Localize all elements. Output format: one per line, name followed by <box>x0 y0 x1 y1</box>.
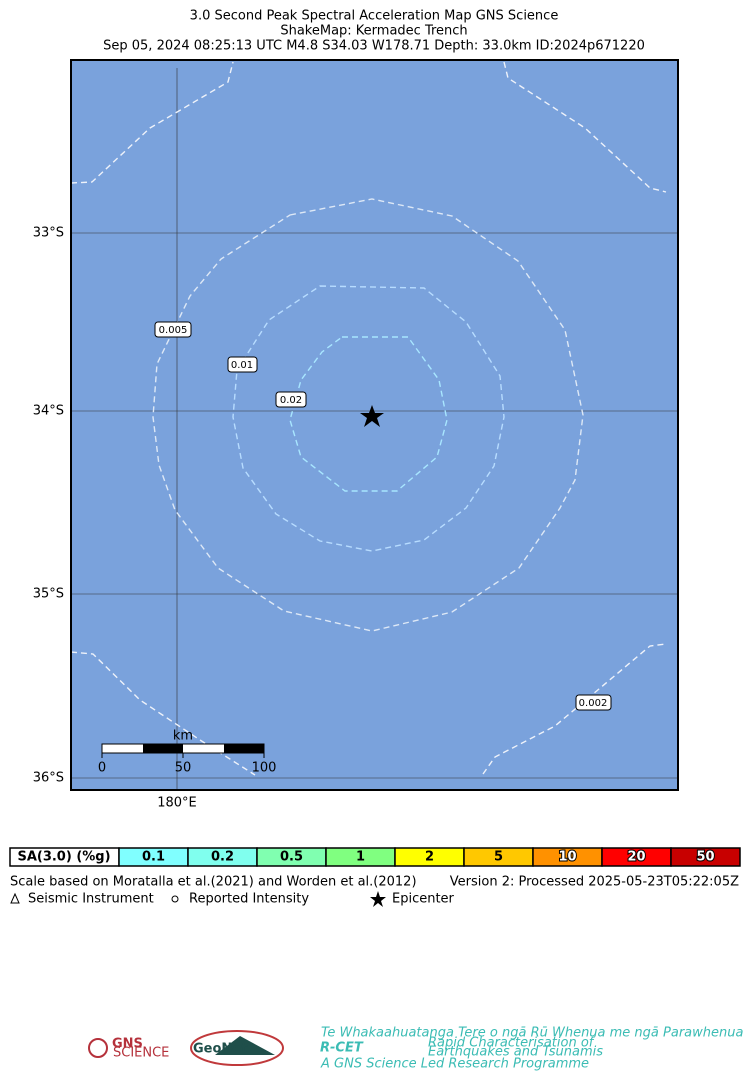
contour-labels: 0.005 0.01 0.02 0.002 <box>154 321 612 711</box>
contour-label: 0.02 <box>280 395 302 406</box>
geonet-logo: GeoNet <box>193 1042 247 1057</box>
lat-label: 35°S <box>33 587 64 602</box>
contour-label: 0.01 <box>231 360 253 371</box>
contour-label: 0.002 <box>579 698 608 709</box>
symbol-label: Epicenter <box>392 892 455 907</box>
map-frame <box>70 59 679 791</box>
logos: GNS SCIENCE GeoNet Te Whakaahuatanga Ter… <box>88 1026 743 1072</box>
legend-header: SA(3.0) (%g) <box>17 850 110 865</box>
rcet-bottom: A GNS Science Led Research Programme <box>320 1057 589 1072</box>
symbol-label: Reported Intensity <box>189 892 309 907</box>
legend-label: 5 <box>494 850 503 865</box>
legend-cell <box>670 847 741 867</box>
scale-label: 50 <box>175 761 192 776</box>
map-area <box>71 60 678 790</box>
version-note: Version 2: Processed 2025-05-23T05:22:05… <box>450 875 739 890</box>
lon-label: 180°E <box>157 796 197 811</box>
gns-sub: SCIENCE <box>113 1046 169 1061</box>
lat-label: 34°S <box>33 404 64 419</box>
lat-label: 36°S <box>33 771 64 786</box>
rcet-logo: R-CET <box>320 1041 364 1056</box>
legend-label: 0.5 <box>280 850 303 865</box>
graticule <box>71 68 678 790</box>
subtitle: ShakeMap: Kermadec Trench <box>280 24 467 39</box>
epicenter <box>360 405 384 427</box>
scale-unit: km <box>173 729 193 744</box>
scale-bar: km 0 50 100 <box>98 729 277 776</box>
legend-label: 50 <box>696 850 714 865</box>
epicenter-symbol <box>370 891 386 907</box>
intensity-legend: SA(3.0) (%g) 0.1 0.2 0.5 1 2 5 10 20 50 <box>9 847 741 867</box>
legend-label: 1 <box>356 850 365 865</box>
rcet-side: Rapid Characterisation of <box>428 1036 596 1051</box>
rcet-top: Te Whakaahuatanga Tere o ngā Rū Whenua m… <box>321 1026 743 1041</box>
instrument-symbol <box>10 892 20 904</box>
legend-label: 20 <box>627 850 645 865</box>
symbol-label: Seismic Instrument <box>28 892 154 907</box>
event-info: Sep 05, 2024 08:25:13 UTC M4.8 S34.03 W1… <box>103 39 645 54</box>
intensity-symbol <box>171 895 179 903</box>
legend-label: 0.2 <box>211 850 234 865</box>
title: 3.0 Second Peak Spectral Acceleration Ma… <box>190 9 559 24</box>
lat-label: 33°S <box>33 226 64 241</box>
legend-label: 10 <box>558 850 576 865</box>
contour-label: 0.005 <box>159 325 188 336</box>
gns-logo: GNS <box>112 1037 143 1052</box>
scale-label: 0 <box>98 761 106 776</box>
legend-label: 2 <box>425 850 434 865</box>
legend-label: 0.1 <box>142 850 165 865</box>
scale-label: 100 <box>252 761 277 776</box>
scale-note: Scale based on Moratalla et al.(2021) an… <box>10 875 417 890</box>
rcet-side: Earthquakes and Tsunamis <box>428 1045 603 1060</box>
